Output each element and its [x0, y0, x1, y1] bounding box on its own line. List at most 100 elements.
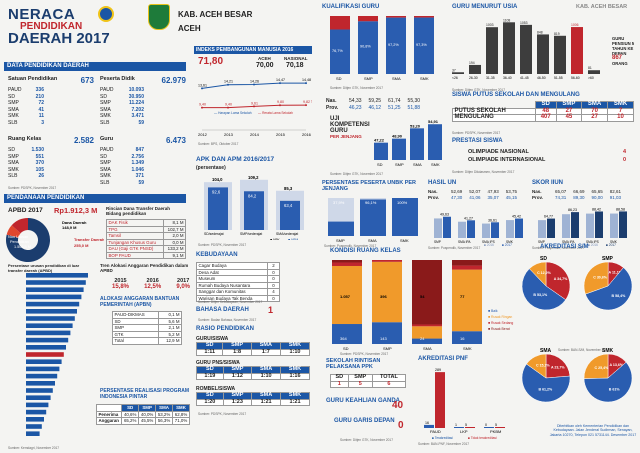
ukg-source: Sumber: Ditjen GTK, November 2017 [330, 172, 383, 176]
siswa-label: Peserta Didik [100, 76, 135, 82]
pnf-terakreditasi-bar [484, 427, 494, 428]
pnf-belum-value: 5 [465, 423, 467, 427]
usia-category: 36-40 [503, 76, 512, 80]
kondisi-segment [332, 265, 362, 325]
pnf-legend-1: ■ Terakreditasi [432, 436, 453, 440]
ipm-hls-label: 13,61 [198, 83, 207, 87]
tren-value: 9,0% [176, 284, 190, 290]
pie-slice [545, 261, 571, 301]
ukg-category: SMK [431, 162, 440, 167]
rasio-value: 1:20 [196, 398, 224, 406]
siswa-key: SMA [100, 106, 111, 113]
row-value: 91,03 [609, 195, 622, 200]
row-value: 41,06 [469, 195, 481, 200]
kelas-item: SLB 26 [8, 173, 44, 180]
bar-category: SMK [610, 240, 618, 244]
unbk-value: 37,9% [333, 200, 345, 205]
kelas-item: SMP 551 [8, 154, 44, 161]
guru-key: PAUD [100, 147, 114, 153]
tren-title: Tren Alokasi Anggaran Pendidikan dalam A… [100, 263, 189, 273]
rasio-table: SD SMP SMA SMK 1:20 1:23 1:21 1:21 [196, 392, 310, 406]
apk-subtitle: (persentase) [196, 165, 226, 171]
ukg-value: 48,90 [392, 134, 403, 139]
kualifikasi-bar-s1 [414, 17, 434, 74]
prestasi-item: OLIMPIADE INTERNASIONAL 0 [452, 156, 634, 164]
usia-value: 194 [469, 61, 475, 65]
row-value: 35,07 [487, 195, 499, 200]
usia-category: <26 [452, 76, 458, 80]
district-bar [26, 395, 51, 400]
unbk-value: 100% [397, 200, 408, 205]
pie-slice-label: C 12,2% [537, 271, 552, 275]
pip-header: SD SMP SMA SMK [95, 404, 190, 412]
kualifikasi-bar-non [386, 16, 406, 18]
unbk-category: SMA [368, 238, 377, 243]
akreditasi-title: AKREDITASI S/M [540, 244, 589, 250]
pie-slice-label: C 25,4% [595, 366, 610, 370]
siswa-value: 59 [138, 119, 144, 126]
pie-slice [583, 353, 609, 379]
usia-value: 1053 [520, 21, 528, 25]
kelas-value: 105 [35, 166, 44, 173]
rincian-row: Tunjangan Khusus Guru 0,0 M [106, 238, 187, 246]
hasil-un-title: HASIL UN [428, 180, 457, 186]
rasio-header: SD SMP SMA SMK [195, 342, 311, 350]
kemdikbud-logo [98, 6, 114, 22]
rincian-key: BOP PAUD [106, 251, 164, 259]
siswa-item: PAUD 10.093 [100, 87, 144, 94]
bar-value: 41,27 [464, 216, 473, 220]
pip-row: Anggaran 65,2% 45,5% 56,3% 71,0% [95, 417, 190, 425]
data-pendidikan-title: DATA PENDIDIKAN DAERAH [4, 62, 186, 71]
row-value: 74,31 [555, 195, 567, 200]
siswa-item: SD 30.950 [100, 94, 144, 101]
siswa-value: 30.950 [128, 93, 144, 100]
tren-value: 12,5% [144, 284, 162, 290]
kelas-block: Ruang Kelas 2.582 SD 1.530 SMP 551 SMA 370 SMK 1… [8, 136, 94, 180]
tren-item: 2016 12,5% [144, 278, 161, 290]
donut-label-value: 1.508,5 M [14, 245, 31, 249]
ipm-rls-point [227, 106, 229, 109]
kualifikasi-value: 90,8% [360, 45, 371, 49]
kualifikasi-bar-non [358, 16, 378, 22]
satuan-total: 673 [80, 76, 94, 85]
guru-item: SLB 59 [100, 180, 144, 187]
row-value: 46,12 [368, 105, 382, 111]
kondisi-legend: ■ Rusak Ringan [488, 315, 512, 319]
usia-bar [452, 72, 464, 74]
putus-title: SISWA PUTUS SEKOLAH DAN MENGULANG [452, 92, 580, 98]
prev-year-bar [610, 213, 618, 238]
ipm-rls-label: 9,80 [277, 100, 284, 104]
satuan-list: PAUD 336 SD 210 SMP 72 SMA 41 SMK 11 SLB 3 [8, 87, 44, 127]
unbk-value: 96,1% [365, 200, 377, 205]
donut-label-name: Dana Daerah [62, 220, 87, 225]
pnf-belum-value: 289 [435, 368, 441, 372]
usia-category: 26-30 [469, 76, 478, 80]
current-year-bar [595, 211, 603, 238]
apm-bar [208, 187, 228, 230]
pie-slice-label: C 30,6% [593, 275, 608, 279]
ukg-title: UJI KOMPETENSI GURU [330, 116, 370, 134]
pnf-chart: 16 289 PAUD 1 5 LKP 0 5 PKBM ■ Terakreditasi ■ Tid… [424, 368, 505, 440]
satuan-item: SMK 11 [8, 113, 44, 120]
row-value: 52,07 [469, 189, 481, 194]
ukg-category: SMA [413, 162, 422, 167]
pip-value: 40,6% [121, 410, 140, 418]
row-value: 46,23 [349, 105, 362, 111]
kelas-key: SMK [8, 166, 19, 173]
pip-key: Anggaran [95, 417, 123, 425]
bantuan-value: 12,9 M [157, 337, 183, 345]
pnf-terakreditasi-bar [454, 427, 464, 428]
pnf-belum-bar [495, 427, 505, 428]
iiun-chart: 64,77 SMP 86,23 SMA IPA 88,42 SMA IPS 88,58 SMK… [538, 207, 627, 246]
ppk-value: 6 [371, 380, 407, 388]
kondisi-ringan-label: 396 [380, 294, 387, 299]
guru-value: 59 [138, 179, 144, 186]
ipm-nasional-value: 70,18 [286, 62, 304, 69]
keahlian-value: 40 [392, 400, 404, 411]
ukg-value: 47,22 [374, 138, 385, 143]
kondisi-segment [412, 324, 442, 327]
hasil-un-chart: 49,63 SMP 41,27 SMA IPA 36,61 SMA IPS 45,42 SMK… [434, 213, 523, 246]
district-bar [26, 424, 42, 429]
prestasi-key: OLIMPIADE NASIONAL [468, 149, 529, 155]
